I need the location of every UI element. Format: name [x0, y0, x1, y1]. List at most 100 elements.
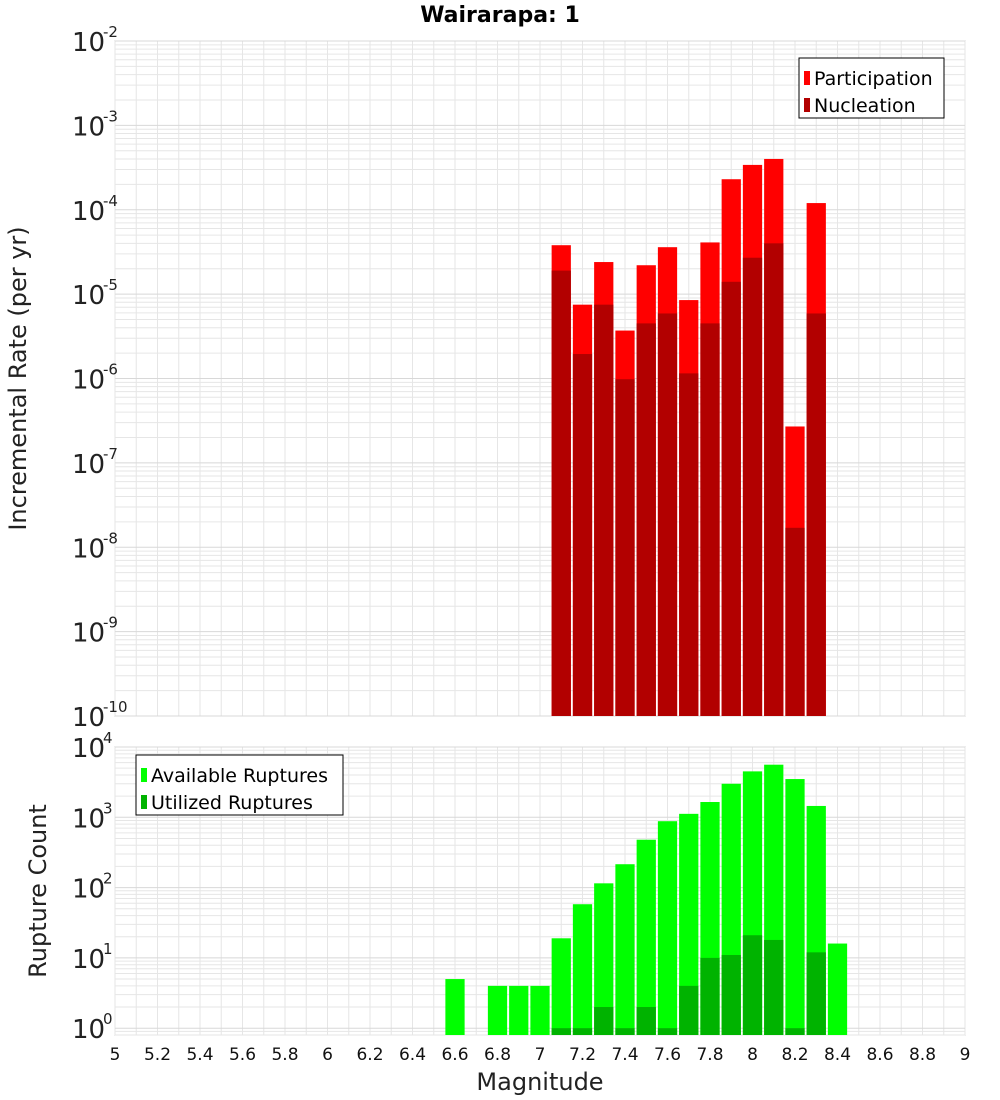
x-tick-label: 8.6	[866, 1045, 893, 1065]
y-tick-exponent: 2	[103, 870, 113, 888]
top-bars	[551, 158, 826, 717]
x-axis-label: Magnitude	[476, 1068, 603, 1096]
available-ruptures-bar	[572, 904, 593, 1035]
y-tick-exponent: -6	[103, 361, 118, 379]
legend-swatch	[804, 98, 810, 112]
legend-box	[135, 754, 344, 816]
utilized-ruptures-bar	[572, 1028, 593, 1035]
available-ruptures-bar	[657, 821, 678, 1035]
y-tick-label: 10	[72, 804, 105, 834]
x-tick-label: 5.2	[144, 1045, 171, 1065]
x-tick-label: 8.8	[909, 1045, 936, 1065]
legend-swatch	[141, 768, 147, 782]
y-tick-exponent: -2	[103, 23, 118, 41]
x-tick-label: 5	[110, 1045, 121, 1065]
y-tick-exponent: -8	[103, 529, 118, 547]
legend-box	[798, 57, 945, 119]
x-tick-label: 6.4	[399, 1045, 426, 1065]
legend-entry: Utilized Ruptures	[151, 792, 313, 814]
y-tick-label: 10	[72, 281, 105, 311]
nucleation-bar	[764, 243, 784, 717]
y-tick-exponent: -9	[103, 614, 118, 632]
x-tick-label: 6	[322, 1045, 333, 1065]
utilized-ruptures-bar	[551, 1028, 571, 1035]
y-tick-label: 10	[72, 28, 105, 58]
utilized-ruptures-bar	[615, 1028, 635, 1035]
y-tick-exponent: 0	[103, 1010, 113, 1028]
legend-entry: Participation	[814, 68, 933, 90]
y-tick-exponent: 1	[103, 940, 113, 958]
available-ruptures-bar	[785, 779, 805, 1035]
y-tick-label: 10	[72, 534, 105, 564]
y-tick-exponent: 4	[103, 729, 113, 747]
y-tick-label: 10	[72, 112, 105, 142]
y-tick-label: 10	[72, 197, 105, 227]
y-tick-exponent: -10	[103, 698, 128, 716]
x-tick-label: 7	[535, 1045, 546, 1065]
x-tick-label: 7.4	[611, 1045, 638, 1065]
legend-entry: Nucleation	[814, 95, 916, 117]
available-ruptures-bar	[487, 985, 508, 1035]
x-tick-label: 7.6	[654, 1045, 681, 1065]
nucleation-bar	[615, 379, 635, 716]
nucleation-bar	[551, 270, 571, 716]
utilized-ruptures-bar	[721, 954, 741, 1035]
available-ruptures-bar	[509, 985, 529, 1035]
y-tick-exponent: -4	[103, 192, 118, 210]
y-tick-label: 10	[72, 619, 105, 649]
available-ruptures-bar	[827, 943, 848, 1035]
x-tick-label: 7.2	[569, 1045, 596, 1065]
y-tick-label: 10	[72, 734, 105, 764]
utilized-ruptures-bar	[764, 939, 784, 1035]
y-tick-label: 10	[72, 703, 105, 733]
y-tick-label: 10	[72, 945, 105, 975]
y-tick-exponent: 3	[103, 799, 113, 817]
nucleation-bar	[657, 313, 678, 716]
available-ruptures-bar	[530, 985, 550, 1035]
nucleation-bar	[572, 354, 593, 716]
nucleation-bar	[594, 304, 614, 716]
nucleation-bar	[742, 257, 763, 716]
nucleation-bar	[700, 323, 720, 716]
nucleation-bar	[721, 281, 741, 716]
x-tick-label: 6.6	[441, 1045, 468, 1065]
x-tick-label: 6.8	[484, 1045, 511, 1065]
x-tick-label: 7.8	[696, 1045, 723, 1065]
x-tick-label: 5.4	[186, 1045, 213, 1065]
y-tick-exponent: -7	[103, 445, 118, 463]
x-tick-label: 5.6	[229, 1045, 256, 1065]
utilized-ruptures-bar	[700, 957, 720, 1035]
y-tick-exponent: -3	[103, 107, 118, 125]
x-tick-label: 8.4	[824, 1045, 851, 1065]
x-tick-label: 8.2	[781, 1045, 808, 1065]
y-tick-label: 10	[72, 366, 105, 396]
available-ruptures-bar	[636, 839, 656, 1035]
utilized-ruptures-bar	[679, 985, 699, 1035]
legend-swatch	[141, 795, 147, 809]
x-tick-label: 5.8	[271, 1045, 298, 1065]
available-ruptures-bar	[551, 938, 571, 1035]
nucleation-bar	[679, 373, 699, 716]
y-tick-exponent: -5	[103, 276, 118, 294]
chart-title: Wairarapa: 1	[420, 3, 580, 28]
top-legend: Participation Nucleation	[798, 57, 945, 119]
x-tick-label: 8	[747, 1045, 758, 1065]
y-tick-label: 10	[72, 875, 105, 905]
utilized-ruptures-bar	[594, 1007, 614, 1035]
utilized-ruptures-bar	[806, 952, 826, 1035]
x-tick-label: 9	[960, 1045, 971, 1065]
bottom-legend: Available Ruptures Utilized Ruptures	[135, 754, 344, 816]
y-tick-label: 10	[72, 1015, 105, 1045]
bottom-bars	[445, 764, 848, 1035]
nucleation-bar	[636, 323, 656, 716]
bottom-y-axis-label: Rupture Count	[24, 804, 52, 978]
x-ticks: 5 5.2 5.4 5.6 5.8 6 6.2 6.4 6.6 6.8 7 7.2 7.4 7.6 7.8 8…	[110, 1045, 971, 1065]
available-ruptures-bar	[615, 864, 635, 1035]
top-grid	[114, 40, 966, 717]
legend-entry: Available Ruptures	[151, 765, 328, 787]
